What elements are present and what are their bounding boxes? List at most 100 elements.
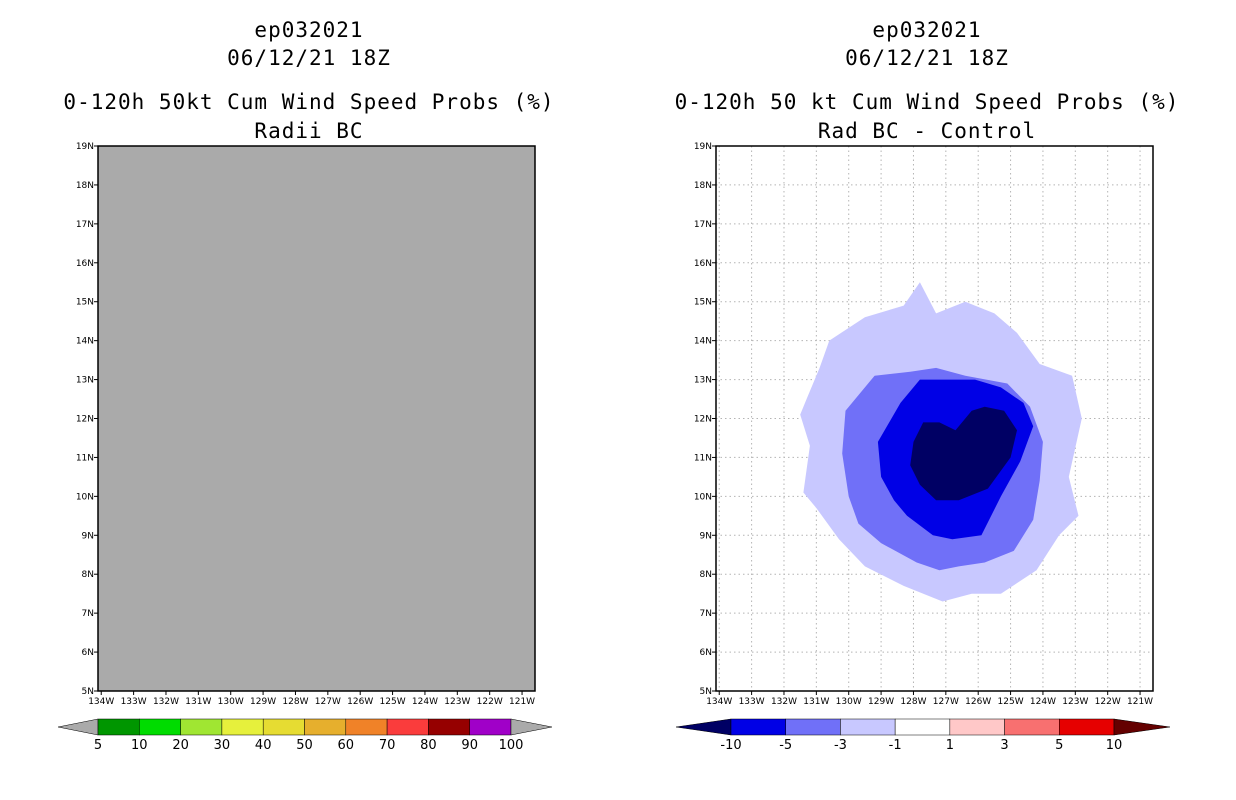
left-date: 06/12/21 18Z bbox=[227, 46, 391, 70]
x-tick-label: 125W bbox=[998, 697, 1024, 707]
right-chart-svg: 134W 133W 132W 131W 130W 129W 128W 127W 126W 125W… bbox=[675, 142, 1171, 753]
x-tick-label: 122W bbox=[477, 697, 503, 707]
colorbar-label: 40 bbox=[255, 738, 272, 753]
x-tick-label: 128W bbox=[900, 697, 926, 707]
x-tick-label: 130W bbox=[836, 697, 862, 707]
y-tick-label: 19N bbox=[694, 142, 712, 152]
right-case-id: ep032021 bbox=[872, 18, 982, 42]
colorbar-box bbox=[180, 718, 223, 736]
colorbar-box bbox=[840, 718, 896, 736]
colorbar-label: -5 bbox=[779, 738, 792, 753]
colorbar-label: 70 bbox=[379, 738, 396, 753]
colorbar-box bbox=[730, 718, 786, 736]
colorbar-box bbox=[1059, 718, 1115, 736]
colorbar-label: 5 bbox=[94, 738, 102, 753]
contour-3 bbox=[910, 406, 1017, 501]
x-tick-label: 128W bbox=[282, 697, 308, 707]
y-tick-label: 10N bbox=[76, 492, 94, 502]
y-tick-label: 16N bbox=[76, 259, 94, 269]
colorbar-left-arrow bbox=[57, 718, 99, 736]
y-tick-label: 12N bbox=[76, 415, 94, 425]
colorbar-label: 50 bbox=[296, 738, 313, 753]
y-tick-label: 8N bbox=[700, 570, 712, 580]
colorbar-label: -1 bbox=[889, 738, 902, 753]
x-tick-label: 124W bbox=[1030, 697, 1056, 707]
colorbar-label: 5 bbox=[1055, 738, 1063, 753]
y-tick-label: 9N bbox=[700, 531, 712, 541]
colorbar-box bbox=[139, 718, 181, 736]
x-tick-label: 129W bbox=[868, 697, 894, 707]
left-panel: ep032021 06/12/21 18Z 0-120h 50kt Cum Wi… bbox=[57, 18, 555, 753]
colorbar-label: 100 bbox=[499, 738, 524, 753]
colorbar-label: 80 bbox=[420, 738, 437, 753]
colorbar-box bbox=[221, 718, 264, 736]
x-tick-label: 125W bbox=[380, 697, 406, 707]
colorbar-label: 90 bbox=[461, 738, 478, 753]
colorbar-box bbox=[304, 718, 347, 736]
x-tick-label: 123W bbox=[1062, 697, 1088, 707]
y-tick-label: 7N bbox=[700, 609, 712, 619]
colorbar-right-arrow bbox=[510, 718, 553, 736]
colorbar-box bbox=[428, 718, 470, 736]
y-tick-label: 11N bbox=[76, 453, 94, 463]
y-tick-label: 6N bbox=[700, 648, 712, 658]
y-tick-label: 13N bbox=[76, 376, 94, 386]
probability-field-fill bbox=[98, 146, 535, 691]
left-chart-svg: 134W 133W 132W 131W 130W 129W 128W 127W 126W 125W… bbox=[57, 142, 553, 753]
x-tick-label: 132W bbox=[771, 697, 797, 707]
colorbar-label: 3 bbox=[1000, 738, 1008, 753]
left-chart-subtitle: Radii BC bbox=[254, 119, 364, 143]
colorbar-left-arrow bbox=[675, 718, 732, 736]
right-chart-subtitle: Rad BC - Control bbox=[817, 119, 1037, 143]
y-tick-label: 10N bbox=[694, 492, 712, 502]
right-date: 06/12/21 18Z bbox=[845, 46, 1009, 70]
x-tick-label: 131W bbox=[803, 697, 829, 707]
x-tick-label: 133W bbox=[739, 697, 765, 707]
y-tick-label: 18N bbox=[694, 181, 712, 191]
x-tick-label: 130W bbox=[218, 697, 244, 707]
x-tick-label: 132W bbox=[153, 697, 179, 707]
colorbar-box bbox=[785, 718, 841, 736]
colorbar-label: 20 bbox=[172, 738, 189, 753]
left-chart-title: 0-120h 50kt Cum Wind Speed Probs (%) bbox=[63, 90, 555, 114]
colorbar-label: 10 bbox=[1106, 738, 1123, 753]
colorbar-right-arrow bbox=[1113, 718, 1171, 736]
x-tick-label: 126W bbox=[347, 697, 373, 707]
x-tick-label: 123W bbox=[444, 697, 470, 707]
right-chart-title: 0-120h 50 kt Cum Wind Speed Probs (%) bbox=[674, 90, 1180, 114]
colorbar-box bbox=[894, 718, 951, 736]
y-tick-label: 5N bbox=[82, 687, 94, 697]
y-tick-label: 15N bbox=[76, 298, 94, 308]
x-tick-label: 122W bbox=[1095, 697, 1121, 707]
y-tick-label: 14N bbox=[694, 337, 712, 347]
colorbar-label: 60 bbox=[338, 738, 355, 753]
right-panel: ep032021 06/12/21 18Z 0-120h 50 kt Cum W… bbox=[618, 0, 1236, 800]
x-tick-label: 134W bbox=[706, 697, 732, 707]
left-case-id: ep032021 bbox=[254, 18, 364, 42]
x-tick-label: 133W bbox=[121, 697, 147, 707]
colorbar-box bbox=[949, 718, 1005, 736]
colorbar-box bbox=[386, 718, 429, 736]
x-tick-label: 129W bbox=[250, 697, 276, 707]
y-tick-label: 12N bbox=[694, 415, 712, 425]
x-tick-label: 124W bbox=[412, 697, 438, 707]
colorbar-box bbox=[345, 718, 388, 736]
y-tick-label: 14N bbox=[76, 337, 94, 347]
y-tick-label: 11N bbox=[694, 453, 712, 463]
y-tick-label: 5N bbox=[700, 687, 712, 697]
colorbar-label: -3 bbox=[834, 738, 847, 753]
y-tick-label: 17N bbox=[694, 220, 712, 230]
y-tick-label: 16N bbox=[694, 259, 712, 269]
y-tick-label: 17N bbox=[76, 220, 94, 230]
y-tick-label: 18N bbox=[76, 181, 94, 191]
y-tick-label: 19N bbox=[76, 142, 94, 152]
colorbar-box bbox=[1004, 718, 1060, 736]
x-tick-label: 134W bbox=[88, 697, 114, 707]
x-tick-label: 127W bbox=[933, 697, 959, 707]
colorbar-label: 10 bbox=[131, 738, 148, 753]
y-tick-label: 7N bbox=[82, 609, 94, 619]
x-tick-label: 121W bbox=[1127, 697, 1153, 707]
y-tick-label: 15N bbox=[694, 298, 712, 308]
colorbar-label: -10 bbox=[720, 738, 741, 753]
colorbar-box bbox=[469, 718, 512, 736]
